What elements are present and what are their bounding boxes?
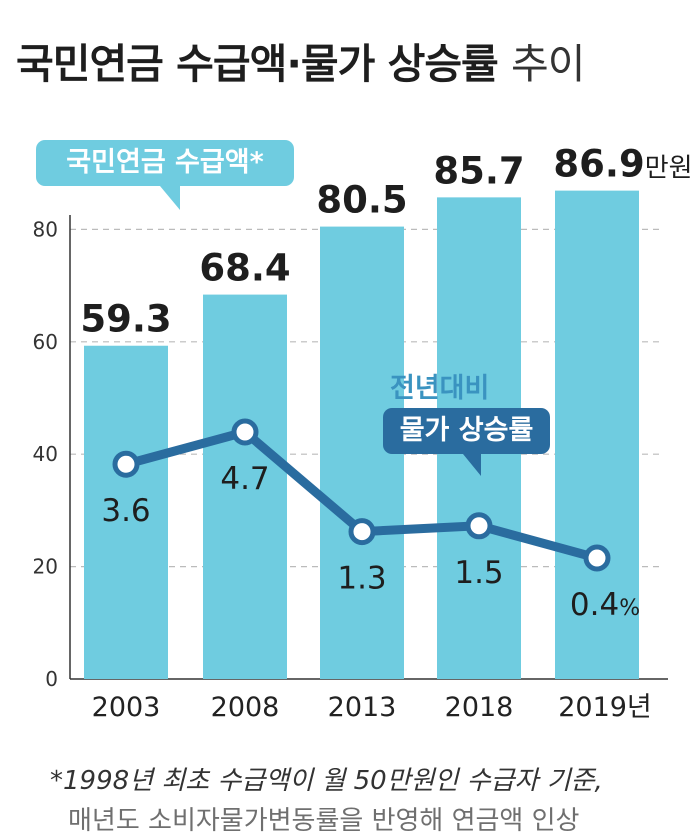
title-main: 국민연금 수급액·물가 상승률 xyxy=(16,40,499,88)
pension-series-callout: 국민연금 수급액* xyxy=(36,140,294,210)
inflation-value-label: 4.7 xyxy=(220,461,269,497)
footnote-line-1: *1998년 최초 수급액이 월 50만원인 수급자 기준, xyxy=(50,766,603,796)
bar-value-label: 59.3 xyxy=(80,298,171,341)
x-tick-label: 2013 xyxy=(328,692,397,723)
y-tick-label: 60 xyxy=(33,330,58,354)
inflation-point xyxy=(231,418,259,446)
y-tick-label: 0 xyxy=(45,667,58,691)
footnote-line-2: 매년도 소비자물가변동률을 반영해 연금액 인상 xyxy=(68,806,580,836)
inflation-point xyxy=(465,512,493,540)
bar-value-label: 68.4 xyxy=(199,247,290,290)
bar xyxy=(555,190,639,679)
x-tick-label: 2019년 xyxy=(558,692,652,723)
bar xyxy=(84,345,168,679)
inflation-callout-caption: 전년대비 xyxy=(390,373,490,404)
inflation-point xyxy=(583,544,611,572)
title-suffix: 추이 xyxy=(511,40,585,88)
inflation-value-label: 1.5 xyxy=(454,555,503,591)
inflation-unit-label: % xyxy=(619,596,640,621)
inflation-value-label: 1.3 xyxy=(337,561,386,597)
chart-title: 국민연금 수급액·물가 상승률 추이 xyxy=(16,30,586,90)
inflation-point xyxy=(348,518,376,546)
bar-unit-label: 만원 xyxy=(645,154,693,184)
y-tick-label: 80 xyxy=(33,217,58,241)
y-tick-label: 40 xyxy=(33,442,58,466)
bar-value-label: 80.5 xyxy=(316,179,407,222)
chart-canvas: 0 20 40 60 80 59.3 68.4 80.5 85.7 86.9만원 2003 2008 2… xyxy=(33,143,693,723)
inflation-point xyxy=(112,450,140,478)
y-tick-label: 20 xyxy=(33,555,58,579)
x-tick-label: 2003 xyxy=(92,692,161,723)
bar-value-label: 85.7 xyxy=(433,149,524,192)
x-tick-label: 2018 xyxy=(445,692,514,723)
x-tick-label: 2008 xyxy=(211,692,280,723)
inflation-series-callout: 물가 상승률 xyxy=(383,408,550,476)
bar xyxy=(203,294,287,679)
inflation-value-label: 3.6 xyxy=(101,493,150,529)
bar-value-label: 86.9만원 xyxy=(553,143,692,186)
